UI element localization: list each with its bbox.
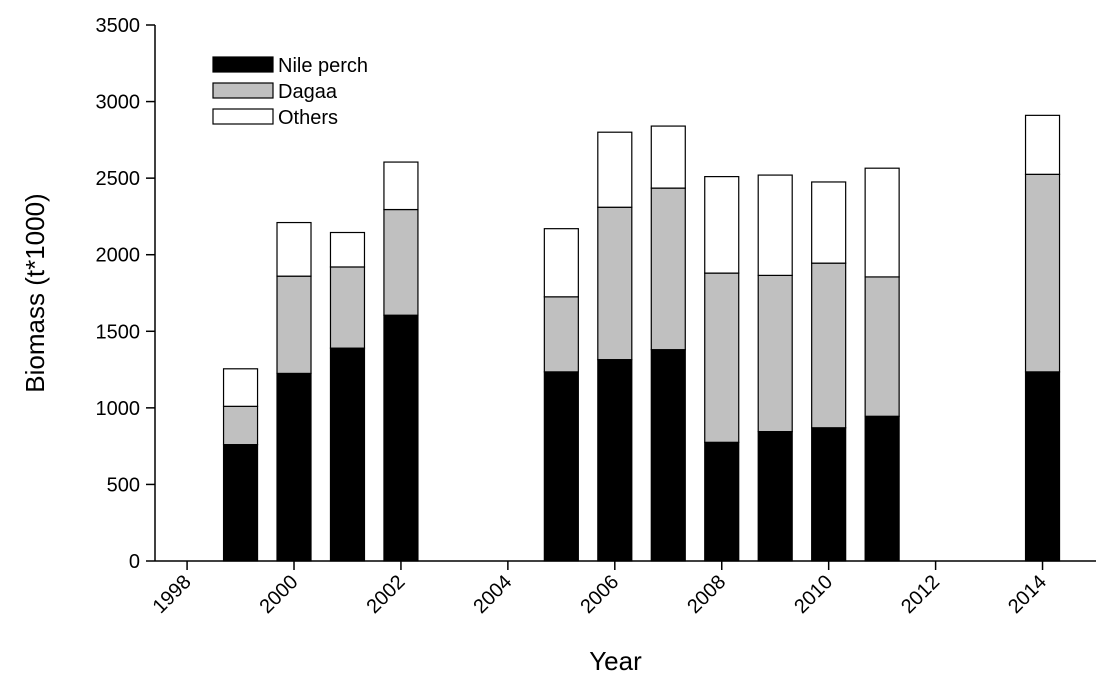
- y-tick-label: 3500: [96, 15, 141, 37]
- bar-segment-nile-perch-2001: [329, 347, 366, 562]
- bar-segment-others-2002: [383, 161, 419, 211]
- bar-segment-dagaa-1999: [222, 405, 259, 446]
- x-axis-title: Year: [589, 646, 642, 673]
- x-tick-label: 2004: [469, 571, 516, 618]
- legend-swatch-dagaa: [212, 82, 274, 99]
- bar-segment-others-2001: [329, 231, 366, 268]
- y-tick-label: 500: [107, 474, 140, 496]
- x-tick-label: 1998: [149, 571, 196, 618]
- y-tick-label: 2000: [96, 245, 141, 267]
- bar-segment-others-2009: [757, 174, 793, 276]
- bar-segment-others-2000: [276, 221, 312, 277]
- bar-segment-others-1999: [222, 368, 259, 407]
- bar-segment-others-2011: [864, 167, 900, 278]
- bar-segment-nile-perch-2014: [1024, 371, 1061, 562]
- bar-segment-others-2014: [1024, 114, 1061, 175]
- y-tick-label: 1500: [96, 321, 141, 343]
- x-tick-label: 2014: [1004, 571, 1051, 618]
- bar-segment-dagaa-2002: [383, 208, 419, 316]
- legend-swatch-others: [212, 108, 274, 125]
- bar-segment-nile-perch-2002: [383, 314, 419, 562]
- bar-segment-dagaa-2001: [329, 266, 366, 349]
- bar-segment-nile-perch-2009: [757, 430, 793, 562]
- bar-segment-others-2010: [811, 181, 847, 264]
- bar-segment-nile-perch-2006: [597, 359, 633, 562]
- bar-segment-dagaa-2005: [543, 296, 579, 373]
- bar-segment-dagaa-2011: [864, 276, 900, 417]
- bar-segment-dagaa-2006: [597, 206, 633, 361]
- bar-segment-nile-perch-2011: [864, 415, 900, 562]
- x-tick-label: 2000: [256, 571, 303, 618]
- bar-segment-nile-perch-2000: [276, 372, 312, 562]
- bar-segment-nile-perch-2005: [543, 371, 579, 562]
- x-tick-label: 2008: [683, 571, 730, 618]
- legend: Nile perch Dagaa Others: [212, 55, 368, 129]
- bar-segment-others-2007: [650, 125, 686, 189]
- bar-segment-nile-perch-1999: [222, 444, 259, 562]
- bar-segment-others-2008: [704, 176, 740, 274]
- plot-area: [222, 114, 1061, 562]
- bar-segment-dagaa-2008: [704, 272, 740, 443]
- legend-swatch-nile-perch: [212, 56, 274, 73]
- y-tick-label: 3000: [96, 92, 141, 114]
- bar-segment-others-2005: [543, 228, 579, 298]
- x-tick-label: 2010: [790, 571, 837, 618]
- bar-segment-dagaa-2007: [650, 187, 686, 351]
- y-tick-label: 1000: [96, 398, 141, 420]
- legend-label: Others: [278, 107, 338, 129]
- y-tick-label: 0: [129, 551, 140, 573]
- y-axis-title: Biomass (t*1000): [20, 193, 50, 392]
- y-tick-label: 2500: [96, 168, 141, 190]
- legend-label: Dagaa: [278, 81, 338, 103]
- x-tick-label: 2012: [897, 571, 944, 618]
- legend-label: Nile perch: [278, 55, 368, 77]
- bar-segment-nile-perch-2010: [811, 427, 847, 562]
- bar-segment-others-2006: [597, 131, 633, 208]
- bar-segment-nile-perch-2007: [650, 349, 686, 562]
- bar-segment-dagaa-2010: [811, 262, 847, 429]
- bar-segment-dagaa-2014: [1024, 173, 1061, 373]
- bar-segment-nile-perch-2008: [704, 441, 740, 562]
- x-tick-label: 2006: [576, 571, 623, 618]
- bar-segment-dagaa-2009: [757, 274, 793, 433]
- bar-segment-dagaa-2000: [276, 275, 312, 375]
- x-tick-label: 2002: [362, 571, 409, 618]
